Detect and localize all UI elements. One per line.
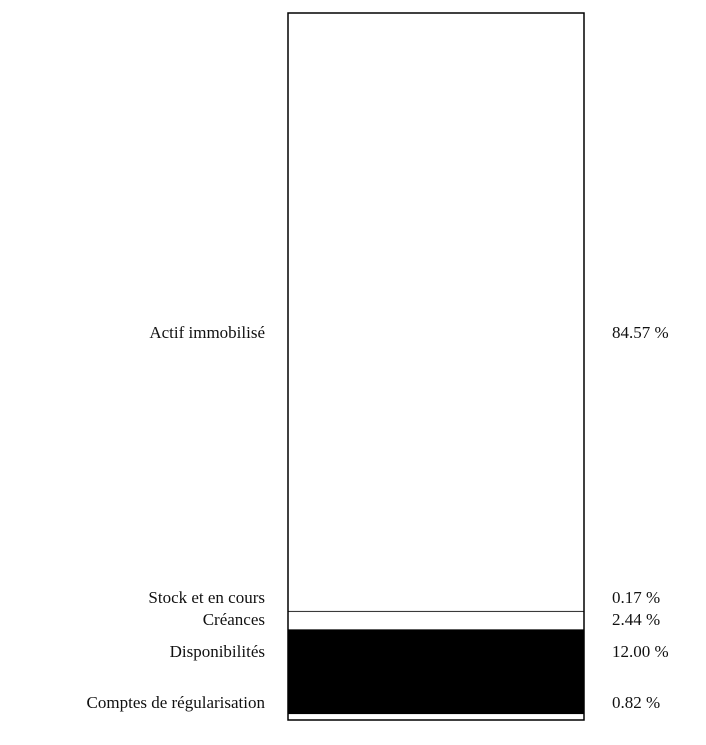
segment-cr-ances — [288, 612, 584, 630]
segments-group — [288, 13, 584, 720]
value-label: 12.00 % — [612, 642, 669, 661]
value-label: 0.82 % — [612, 693, 660, 712]
segment-stock-et-en-cours — [288, 610, 584, 613]
segment-disponibilit-s — [288, 629, 584, 715]
category-label: Créances — [203, 610, 265, 629]
value-label: 0.17 % — [612, 588, 660, 607]
category-labels: Actif immobilisé Stock et en cours Créance… — [87, 323, 266, 712]
category-label: Comptes de régularisation — [87, 693, 266, 712]
value-label: 84.57 % — [612, 323, 669, 342]
category-label: Disponibilités — [170, 642, 265, 661]
category-label: Actif immobilisé — [149, 323, 265, 342]
segment-comptes-de-r-gularisation — [288, 714, 584, 720]
value-label: 2.44 % — [612, 610, 660, 629]
value-labels: 84.57 % 0.17 % 2.44 % 12.00 % 0.82 % — [612, 323, 669, 712]
column-outline — [287, 12, 585, 721]
category-label: Stock et en cours — [148, 588, 265, 607]
segment-actif-immobilis- — [288, 13, 584, 611]
